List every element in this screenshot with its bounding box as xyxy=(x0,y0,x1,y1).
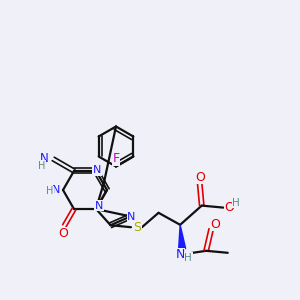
Text: S: S xyxy=(133,221,141,234)
Text: N: N xyxy=(95,201,103,211)
Text: N: N xyxy=(40,152,48,165)
Polygon shape xyxy=(179,225,186,249)
Text: N: N xyxy=(93,165,101,175)
Text: O: O xyxy=(224,201,234,214)
Text: N: N xyxy=(176,248,185,261)
Text: H: H xyxy=(184,253,192,263)
Text: H: H xyxy=(38,161,45,171)
Text: H: H xyxy=(232,198,240,208)
Text: O: O xyxy=(58,227,68,240)
Text: F: F xyxy=(112,152,119,165)
Text: H: H xyxy=(46,186,54,196)
Text: O: O xyxy=(195,170,205,184)
Text: O: O xyxy=(210,218,220,231)
Text: N: N xyxy=(128,212,136,222)
Text: N: N xyxy=(52,185,60,195)
